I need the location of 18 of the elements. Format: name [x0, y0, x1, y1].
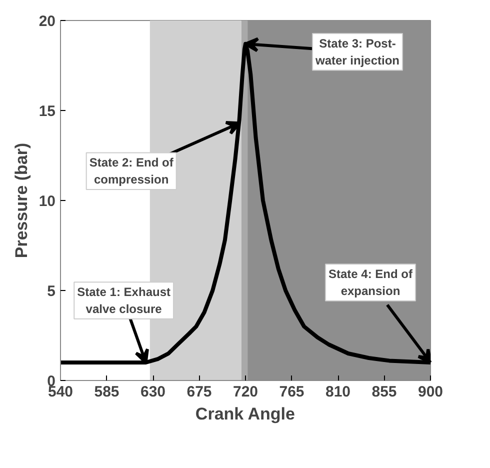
- y-tick-label: 5: [47, 283, 56, 300]
- annotation: State 4: End of expansion: [328, 267, 414, 298]
- x-tick-label: 585: [94, 384, 120, 400]
- x-tick-label: 855: [372, 384, 397, 400]
- annotation: State 3: Post- water injection: [314, 36, 400, 68]
- x-tick-label: 900: [418, 384, 444, 400]
- annotation: State 2: End of compression: [89, 156, 174, 186]
- x-axis-title: Crank Angle: [195, 404, 295, 424]
- annotation: State 1: Exhaust valve closure: [77, 285, 170, 316]
- x-tick-label: 630: [140, 384, 166, 400]
- y-tick-label: 20: [38, 13, 56, 30]
- y-axis-title: Pressure (bar): [12, 142, 31, 258]
- y-tick-label: 15: [38, 103, 56, 120]
- x-tick-label: 720: [232, 384, 258, 400]
- x-tick-label: 810: [325, 384, 351, 400]
- x-tick-label: 765: [279, 384, 304, 400]
- x-tick-label: 675: [186, 384, 212, 400]
- y-tick-label: 10: [38, 193, 56, 210]
